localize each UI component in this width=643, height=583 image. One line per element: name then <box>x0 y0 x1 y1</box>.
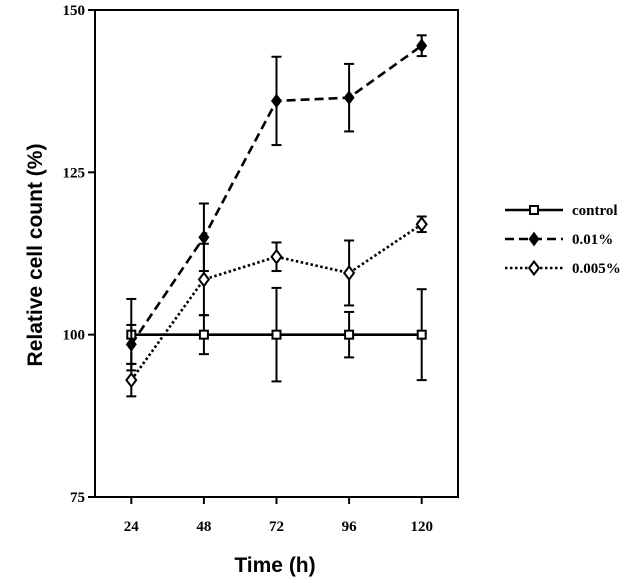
data-point <box>416 329 427 340</box>
data-point <box>344 329 355 340</box>
y-axis: 75 100 125 150 <box>63 3 95 506</box>
data-point <box>343 90 355 105</box>
x-tick-label: 48 <box>196 519 211 535</box>
data-point <box>125 371 138 389</box>
legend: control 0.01% 0.005% <box>505 203 621 277</box>
data-point <box>415 216 428 233</box>
data-point <box>270 248 283 265</box>
x-tick-label: 72 <box>269 519 284 535</box>
legend-marker <box>529 205 539 215</box>
data-point <box>197 271 211 288</box>
data-point <box>198 329 209 340</box>
legend-marker <box>528 231 540 247</box>
series-1 <box>125 34 428 365</box>
data-point <box>271 329 282 340</box>
y-tick-label: 125 <box>63 165 86 181</box>
x-axis: 24 48 72 96 120 <box>124 497 433 535</box>
legend-label: control <box>572 203 618 219</box>
legend-item: 0.01% <box>505 231 613 248</box>
data-point <box>416 38 428 54</box>
y-tick-label: 100 <box>63 328 86 344</box>
series-0 <box>126 286 427 383</box>
x-tick-label: 24 <box>124 519 140 535</box>
x-tick-label: 96 <box>342 519 358 535</box>
legend-item: control <box>505 203 618 219</box>
series-layer <box>125 34 428 398</box>
data-point <box>342 264 356 282</box>
y-axis-title: Relative cell count (%) <box>24 144 47 367</box>
x-tick-label: 120 <box>410 519 433 535</box>
data-point <box>271 93 282 109</box>
legend-label: 0.01% <box>572 232 613 248</box>
legend-label: 0.005% <box>572 261 621 277</box>
legend-marker <box>527 259 541 277</box>
y-tick-label: 150 <box>63 3 86 19</box>
legend-item: 0.005% <box>505 259 621 277</box>
data-point <box>125 337 137 352</box>
data-point <box>198 229 210 245</box>
series-2 <box>125 215 428 398</box>
x-axis-title: Time (h) <box>234 554 315 577</box>
y-tick-label: 75 <box>70 490 85 506</box>
